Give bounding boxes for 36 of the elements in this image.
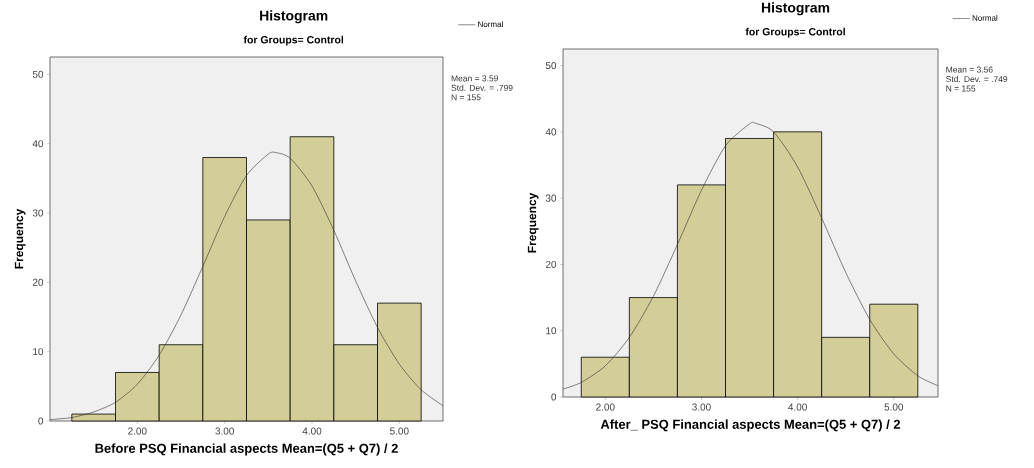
y-tick-label: 50 — [32, 70, 44, 78]
chart-title: Histogram — [260, 10, 328, 24]
y-tick-label: 30 — [32, 209, 44, 217]
text: N = 155 — [451, 94, 481, 101]
y-tick-label: 10 — [33, 348, 44, 356]
line-series — [49, 152, 444, 420]
text: Std. Dev. = .749 — [946, 75, 1008, 83]
y-tick-label: 40 — [32, 140, 44, 148]
y-tick-label: 10 — [546, 327, 557, 335]
x-tick-label: 3.00 — [692, 403, 711, 411]
text: Mean = 3.59 — [451, 75, 498, 82]
chart-subtitle: for Groups= Control — [243, 35, 344, 46]
y-tick-label: 0 — [551, 393, 557, 401]
y-tick-label: 20 — [32, 278, 44, 286]
x-axis-title: Before PSQ Financial aspects Mean=(Q5 + Q7) / 2 — [95, 443, 398, 456]
y-tick-label: 30 — [545, 194, 557, 202]
text: Std. Dev. = .799 — [451, 84, 513, 91]
y-axis-title: Frequency — [527, 192, 539, 253]
chart-title: Histogram — [761, 2, 830, 16]
chart-subtitle: for Groups= Control — [745, 27, 845, 38]
x-tick-label: 5.00 — [884, 403, 904, 411]
text: Mean = 3.56 — [946, 66, 993, 73]
text: N = 155 — [946, 85, 976, 92]
x-tick-label: 5.00 — [390, 427, 409, 435]
x-axis-title: After_ PSQ Financial aspects Mean=(Q5 + Q7) / 2 — [600, 419, 901, 432]
y-tick-label: 50 — [545, 62, 557, 70]
y-axis-title: Frequency — [14, 208, 26, 269]
x-tick-label: 4.00 — [788, 403, 807, 411]
x-tick-label: 2.00 — [596, 403, 615, 411]
y-tick-label: 0 — [38, 417, 44, 425]
x-tick-label: 4.00 — [302, 427, 322, 435]
x-tick-label: 3.00 — [215, 427, 234, 435]
y-tick-label: 40 — [545, 128, 557, 136]
y-tick-label: 20 — [545, 260, 557, 268]
line-series — [562, 122, 939, 390]
x-tick-label: 2.00 — [128, 427, 147, 435]
